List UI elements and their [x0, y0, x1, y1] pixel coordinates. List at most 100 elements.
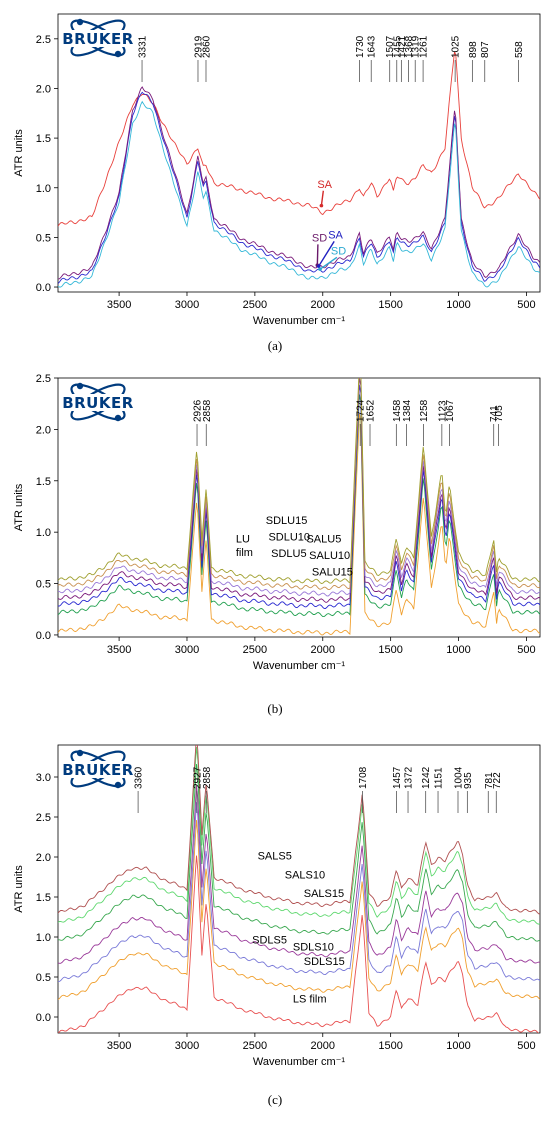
peak-label: 722 [492, 772, 503, 789]
logo-dot-1 [76, 749, 84, 757]
series-line-salu5 [58, 378, 540, 591]
x-axis-label: Wavenumber cm⁻¹ [253, 315, 346, 327]
series-label: SALU10 [309, 550, 350, 562]
chart-panel-3: 3500 3000 2500 2000 1500 1000 500 0.0 0.5 1.0 1.5 2… [13, 744, 541, 1107]
peak-label: 1242 [421, 766, 432, 789]
peak-label: 2927 [192, 766, 203, 789]
y-tick-label: 1.5 [36, 892, 51, 904]
series-group [58, 745, 540, 1033]
peak-label: 1067 [445, 399, 456, 422]
x-tick-label: 1000 [446, 1040, 470, 1052]
y-axis-label: ATR units [13, 865, 25, 913]
x-axis-label: Wavenumber cm⁻¹ [253, 660, 346, 672]
series-label: SDLU5 [271, 548, 306, 560]
chart-panel-2: 3500 3000 2500 2000 1500 1000 500 0.0 0.5 1.0 1.5 2… [13, 373, 541, 716]
peak-label: 1004 [453, 766, 464, 789]
peak-label: 1123 [437, 400, 448, 422]
peak-label: 1372 [404, 766, 415, 789]
peak-label: 1643 [367, 35, 378, 58]
peak-label: 1455 [392, 35, 403, 58]
x-tick-label: 2500 [243, 299, 267, 311]
y-tick-label: 0.0 [36, 630, 51, 642]
series-label: SDLS15 [304, 956, 345, 968]
series-line-sdlu5 [58, 384, 540, 609]
x-tick-label: 1500 [378, 644, 402, 656]
label-arrow [319, 256, 338, 270]
bruker-logo: BRUKER [62, 382, 133, 422]
logo-dot-2 [114, 414, 122, 422]
peak-label: 2858 [202, 399, 213, 422]
series-group [58, 51, 540, 288]
bruker-logo: BRUKER [62, 18, 134, 58]
series-line-sd [58, 100, 540, 288]
y-axis-label: ATR units [13, 129, 25, 177]
peak-label: 781 [484, 772, 495, 789]
series-label: LS film [293, 994, 327, 1006]
peak-label: 1507 [385, 35, 396, 58]
series-label: SA [328, 229, 343, 241]
label-arrow [318, 241, 335, 267]
series-group [58, 378, 540, 636]
logo-dot-1 [76, 382, 84, 390]
peak-label: 1724 [356, 399, 367, 422]
series-line-salu15 [58, 394, 540, 618]
series-line-sdls10 [58, 802, 540, 983]
y-tick-label: 1.5 [36, 133, 51, 145]
logo-text-bg [64, 394, 132, 411]
x-tick-label: 3000 [175, 299, 199, 311]
peak-label: 1730 [355, 35, 366, 58]
series-label: LU [236, 533, 250, 545]
y-tick-label: 0.5 [36, 972, 51, 984]
x-tick-label: 2000 [311, 1040, 335, 1052]
series-line-salu10 [58, 378, 540, 603]
series-label: SA [317, 179, 332, 191]
panel-label: (b) [267, 701, 282, 716]
series-label: SDLU10 [268, 531, 310, 543]
bruker-logo-text: BRUKER [62, 30, 134, 48]
y-tick-label: 2.5 [36, 34, 51, 46]
peak-label: 1368 [404, 35, 415, 58]
x-tick-label: 2500 [243, 1040, 267, 1052]
peak-label: 3331 [138, 35, 149, 58]
series-label: SALS5 [258, 850, 292, 862]
x-tick-label: 2500 [243, 644, 267, 656]
series-label: SDLS10 [293, 942, 334, 954]
peak-label: 1258 [419, 399, 430, 422]
label-arrow [316, 244, 319, 266]
x-tick-label: 3500 [107, 644, 131, 656]
logo-dot-2 [114, 781, 122, 789]
x-axis-label: Wavenumber cm⁻¹ [253, 1056, 346, 1068]
peak-label: 898 [468, 41, 479, 58]
series-label: SALU15 [312, 566, 353, 578]
series-line-ls-film [58, 855, 539, 1033]
series-line-sd [58, 86, 540, 280]
x-tick-label: 500 [517, 644, 535, 656]
peak-label: 1384 [402, 399, 413, 422]
y-tick-label: 1.0 [36, 932, 51, 944]
y-tick-label: 1.0 [36, 527, 51, 539]
logo-dot-1 [76, 18, 84, 26]
peak-label: 935 [463, 772, 474, 789]
x-tick-label: 500 [517, 299, 535, 311]
series-label: SALS15 [304, 888, 344, 900]
peak-label: 1652 [366, 399, 377, 422]
x-tick-label: 1500 [378, 299, 402, 311]
series-label: SALS10 [285, 870, 325, 882]
x-tick-label: 3000 [175, 644, 199, 656]
peak-label: 2926 [193, 399, 204, 422]
y-tick-label: 0.5 [36, 579, 51, 591]
x-tick-label: 1500 [378, 1040, 402, 1052]
series-line-sdlu10 [58, 378, 540, 597]
x-tick-label: 1000 [446, 299, 470, 311]
x-tick-label: 500 [517, 1040, 535, 1052]
series-line-sals10 [58, 746, 540, 925]
series-line-sals15 [58, 764, 540, 942]
series-label: SD [331, 245, 346, 257]
label-arrow-head [316, 264, 321, 268]
peak-label: 3360 [134, 766, 145, 789]
peak-label: 1025 [451, 35, 462, 58]
peak-label: 741 [489, 405, 500, 422]
y-tick-label: 0.5 [36, 232, 51, 244]
y-tick-label: 0.0 [36, 1012, 51, 1024]
series-line-sdls5 [58, 785, 540, 964]
